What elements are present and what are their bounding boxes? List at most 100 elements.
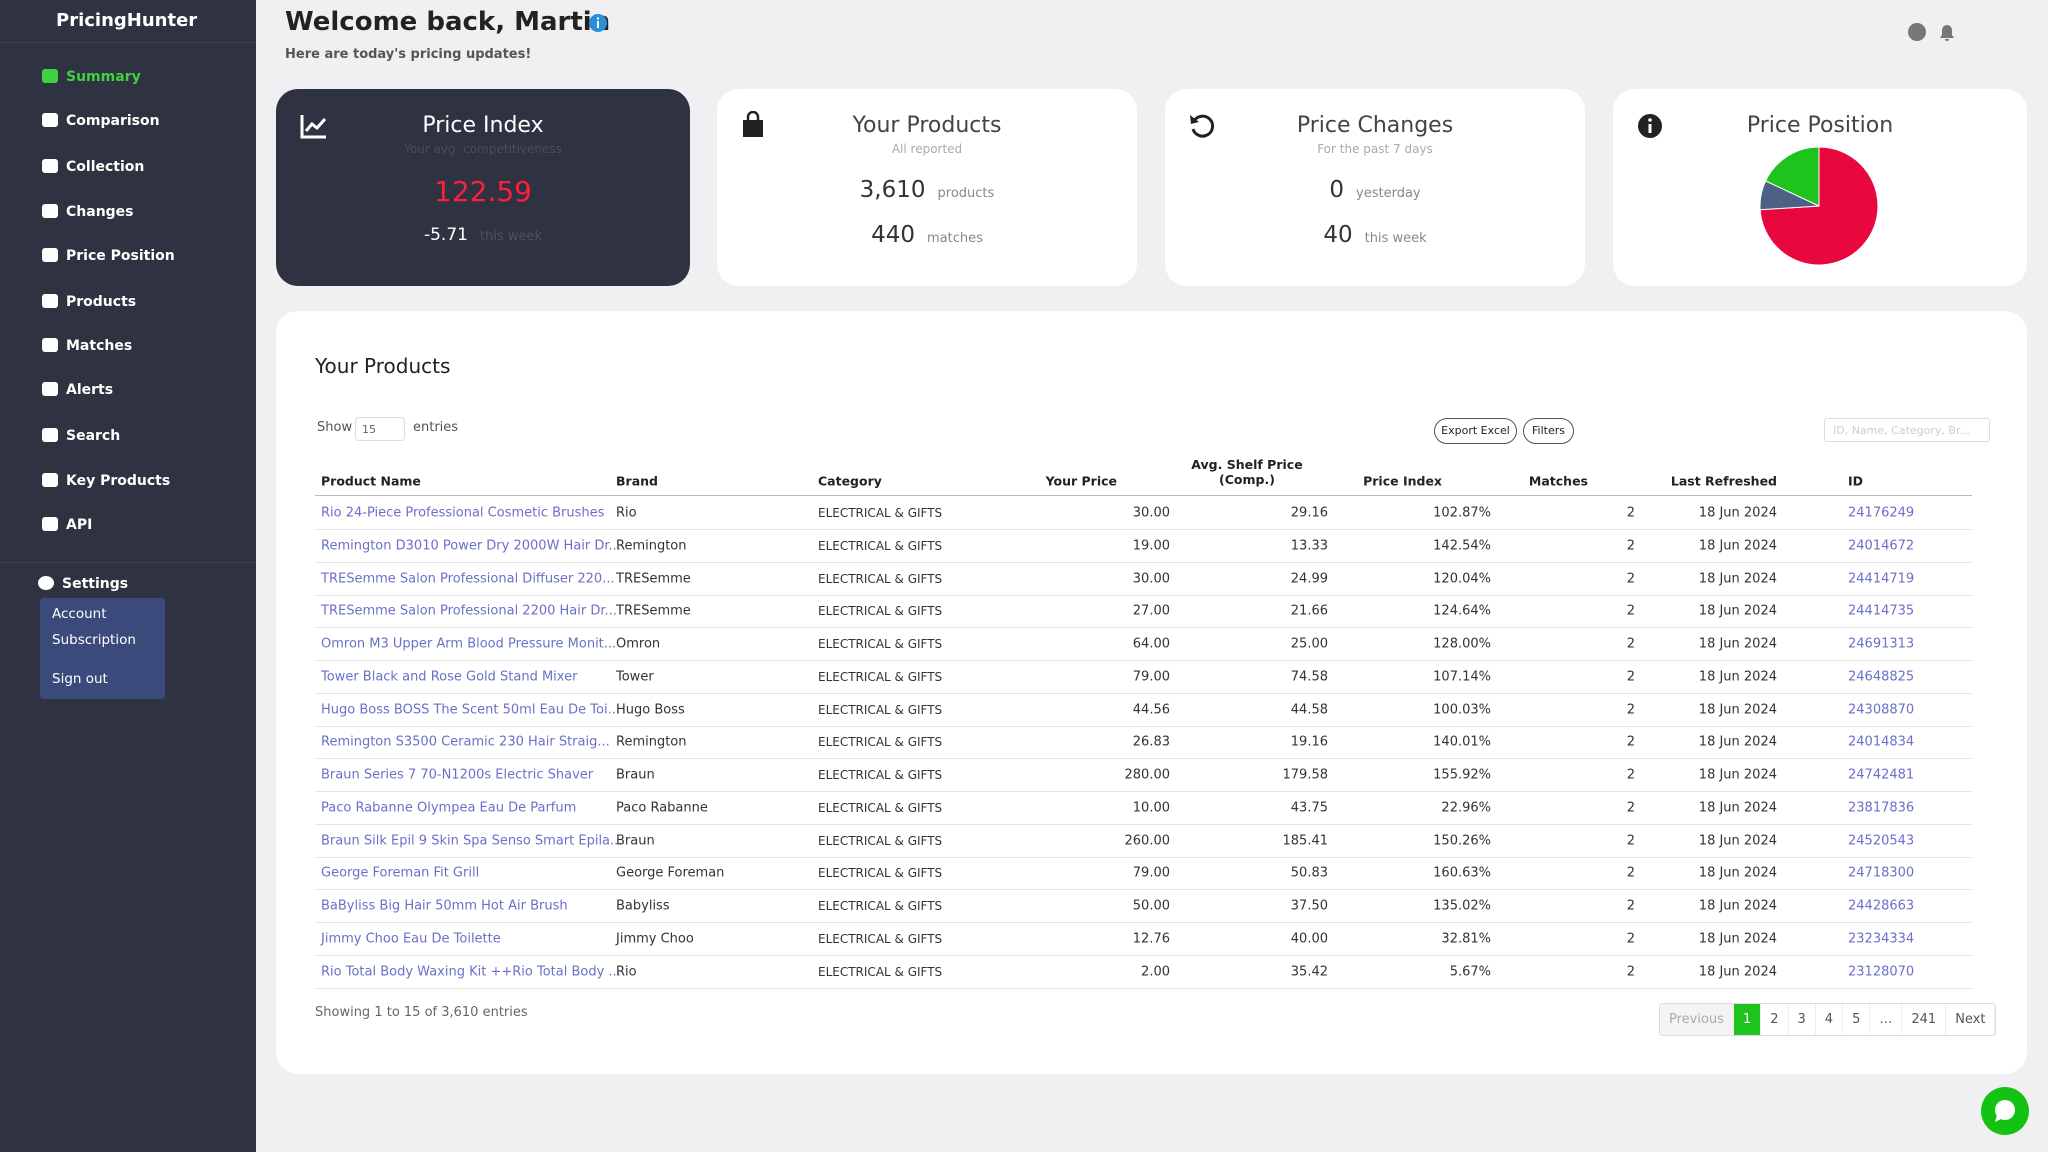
cell: 124.64%: [1433, 603, 1491, 619]
nav-item[interactable]: Price Position: [42, 246, 175, 266]
nav-item[interactable]: Summary: [42, 67, 141, 87]
submenu-item[interactable]: Sign out: [52, 671, 108, 687]
price-index-card[interactable]: Price Index Your avg. competitiveness 12…: [276, 89, 690, 286]
submenu-item[interactable]: Subscription: [52, 632, 136, 648]
nav-item[interactable]: Comparison: [42, 111, 160, 131]
cell: Hugo Boss: [616, 702, 685, 717]
nav-item[interactable]: Alerts: [42, 380, 113, 400]
cell-link[interactable]: Remington S3500 Ceramic 230 Hair Straig.…: [321, 734, 610, 750]
cell-link[interactable]: 24414719: [1848, 571, 1915, 586]
cell-link[interactable]: 24176249: [1848, 505, 1915, 521]
nav-item[interactable]: Changes: [42, 202, 134, 222]
cell: 22.96%: [1441, 800, 1491, 816]
search-input[interactable]: ID, Name, Category, Br...: [1824, 418, 1990, 442]
export-button[interactable]: Export Excel: [1434, 418, 1517, 444]
cell-link[interactable]: George Foreman Fit Grill: [321, 865, 480, 881]
cell-link[interactable]: 24014834: [1848, 734, 1915, 750]
cell-link[interactable]: Omron M3 Upper Arm Blood Pressure Monit.…: [321, 636, 617, 652]
cell: 2: [1626, 669, 1635, 685]
cell-link[interactable]: 23234334: [1848, 931, 1915, 947]
cell-link[interactable]: Rio 24-Piece Professional Cosmetic Brush…: [321, 505, 605, 521]
info-icon[interactable]: [588, 13, 608, 33]
page-button[interactable]: 241: [1902, 1004, 1947, 1035]
cell: 260.00: [1124, 833, 1171, 848]
nav-item[interactable]: Products: [42, 292, 136, 312]
cell-link[interactable]: 24520543: [1848, 833, 1915, 848]
cell: 2: [1626, 702, 1635, 717]
cell-link[interactable]: Braun Silk Epil 9 Skin Spa Senso Smart E…: [321, 833, 623, 848]
cell-link[interactable]: Rio Total Body Waxing Kit ++Rio Total Bo…: [321, 964, 621, 979]
nav-item[interactable]: API: [42, 515, 92, 535]
page-button[interactable]: 1: [1733, 1004, 1762, 1035]
row-rule: [315, 823, 1972, 825]
header-rule: [315, 495, 1972, 496]
page-button[interactable]: 3: [1789, 1004, 1816, 1035]
page-button[interactable]: 5: [1843, 1004, 1871, 1035]
column-header[interactable]: ID: [1848, 473, 1864, 489]
cell-link[interactable]: Hugo Boss BOSS The Scent 50ml Eau De Toi…: [321, 702, 620, 717]
nav-item[interactable]: Search: [42, 426, 120, 446]
changes-card[interactable]: Price Changes For the past 7 days 0 yeste…: [1165, 89, 1585, 286]
card-label: products: [937, 186, 995, 201]
nav-item[interactable]: Matches: [42, 336, 132, 356]
cell: ELECTRICAL & GIFTS: [818, 866, 943, 881]
cell: 18 Jun 2024: [1698, 636, 1777, 652]
cell: 2: [1626, 538, 1635, 554]
nav-item[interactable]: Settings: [38, 574, 128, 594]
cell: 18 Jun 2024: [1698, 865, 1777, 881]
pie-chart: [1759, 146, 1879, 266]
column-header[interactable]: Product Name: [321, 473, 421, 489]
cell-link[interactable]: 24308870: [1848, 702, 1915, 717]
cell-link[interactable]: Braun Series 7 70-N1200s Electric Shaver: [321, 767, 594, 783]
column-header[interactable]: Brand: [616, 473, 658, 489]
cell: 18 Jun 2024: [1698, 505, 1777, 521]
cell-link[interactable]: Paco Rabanne Olympea Eau De Parfum: [321, 800, 577, 816]
header-icons[interactable]: [1908, 22, 1958, 42]
column-header[interactable]: Price Index: [1363, 473, 1442, 489]
row-rule: [315, 922, 1972, 923]
page-button[interactable]: Previous: [1660, 1004, 1734, 1035]
column-header[interactable]: Avg. Shelf Price (Comp.): [1191, 457, 1303, 487]
cell-link[interactable]: TRESemme Salon Professional Diffuser 220…: [321, 571, 615, 586]
cell: 18 Jun 2024: [1698, 898, 1777, 914]
column-header[interactable]: Last Refreshed: [1670, 473, 1777, 489]
page-button[interactable]: Next: [1946, 1004, 1996, 1035]
cell-link[interactable]: Remington D3010 Power Dry 2000W Hair Dr.…: [321, 538, 621, 554]
page-button[interactable]: 4: [1816, 1004, 1844, 1035]
length-select[interactable]: 15: [355, 417, 405, 441]
page-button[interactable]: …: [1870, 1004, 1903, 1035]
cell-link[interactable]: 24648825: [1848, 669, 1915, 685]
column-header[interactable]: Matches: [1528, 473, 1588, 489]
cell: ELECTRICAL & GIFTS: [818, 800, 943, 815]
cell-link[interactable]: 24014672: [1848, 538, 1915, 554]
row-rule: [315, 987, 1972, 989]
column-header[interactable]: Category: [818, 473, 882, 489]
nav-label: Products: [66, 294, 137, 310]
nav-item[interactable]: Key Products: [42, 471, 170, 491]
cell-link[interactable]: TRESemme Salon Professional 2200 Hair Dr…: [321, 603, 617, 619]
cell-link[interactable]: 24742481: [1848, 767, 1915, 783]
filters-button[interactable]: Filters: [1523, 418, 1574, 444]
chat-button[interactable]: [1981, 1087, 2029, 1135]
cell-link[interactable]: 24691313: [1848, 636, 1915, 652]
products-card[interactable]: Your Products All reported 3,610 products…: [717, 89, 1137, 286]
card-number: 40: [1323, 222, 1353, 248]
cell-link[interactable]: BaByliss Big Hair 50mm Hot Air Brush: [321, 898, 568, 914]
cell-link[interactable]: 23128070: [1848, 964, 1915, 979]
position-card[interactable]: Price Position: [1613, 89, 2027, 286]
page-button[interactable]: 2: [1761, 1004, 1789, 1035]
cell: 2: [1626, 603, 1635, 619]
nav-item[interactable]: Collection: [42, 157, 144, 177]
cell-link[interactable]: 23817836: [1848, 800, 1915, 816]
logo[interactable]: PricingHunter: [56, 10, 198, 31]
submenu-item[interactable]: Account: [52, 606, 107, 622]
cell-link[interactable]: 24718300: [1848, 865, 1915, 881]
cell-link[interactable]: 24428663: [1848, 898, 1915, 914]
nav-label: Key Products: [66, 473, 171, 489]
cell: 100.03%: [1433, 702, 1491, 717]
cell: ELECTRICAL & GIFTS: [818, 637, 943, 651]
cell-link[interactable]: 24414735: [1848, 603, 1915, 619]
cell-link[interactable]: Jimmy Choo Eau De Toilette: [321, 931, 501, 947]
column-header[interactable]: Your Price: [1045, 473, 1117, 489]
cell-link[interactable]: Tower Black and Rose Gold Stand Mixer: [321, 669, 578, 685]
